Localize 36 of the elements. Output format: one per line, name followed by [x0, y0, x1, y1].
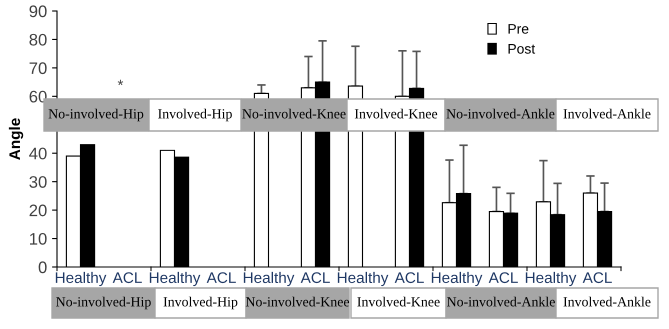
annotation: Involved-Ankle	[564, 108, 650, 118]
x-tick-label: Healthy	[432, 272, 482, 286]
y-tick-label: 80	[29, 34, 47, 46]
y-tick-label: 90	[30, 5, 47, 18]
text: Involved-Hip	[164, 296, 238, 310]
text: Involved-Ankle	[564, 296, 650, 306]
annotation: *	[118, 80, 124, 86]
x-tick-label: ACL	[206, 272, 236, 284]
text: No-involved-Knee	[246, 296, 350, 306]
y-tick-label: 20	[30, 204, 47, 216]
text: Involved-Knee	[357, 296, 440, 306]
legend-label: Pre	[508, 24, 528, 34]
x-tick-label: ACL	[112, 272, 142, 284]
x-tick-label: Healthy	[244, 272, 294, 286]
y-axis-title: Angle	[8, 118, 24, 160]
annotation: No-involved-Knee	[242, 108, 346, 118]
y-tick-label: 30	[29, 176, 47, 188]
text: No-involved-Ankle	[447, 296, 555, 306]
x-tick-label: ACL	[582, 272, 612, 284]
x-tick-label: ACL	[394, 272, 424, 284]
x-tick-label: Healthy	[56, 272, 106, 286]
x-tick-label: Healthy	[150, 272, 200, 286]
y-tick-label: 40	[29, 148, 47, 160]
annotation: Involved-Hip	[158, 108, 232, 122]
y-tick-label: 0	[38, 261, 47, 274]
x-tick-label: Healthy	[338, 272, 388, 286]
x-tick-label: ACL	[488, 272, 518, 284]
legend-label: Post	[508, 44, 536, 54]
annotation: Involved-Knee	[354, 108, 438, 118]
annotation: No-involved-Hip	[48, 108, 144, 122]
y-tick-label: 10	[30, 232, 47, 245]
x-tick-label: Healthy	[526, 272, 576, 286]
annotation: No-involved-Ankle	[446, 108, 554, 118]
y-tick-label: 70	[30, 62, 47, 74]
text: No-involved-Hip	[56, 296, 151, 310]
x-tick-label: ACL	[300, 272, 330, 284]
